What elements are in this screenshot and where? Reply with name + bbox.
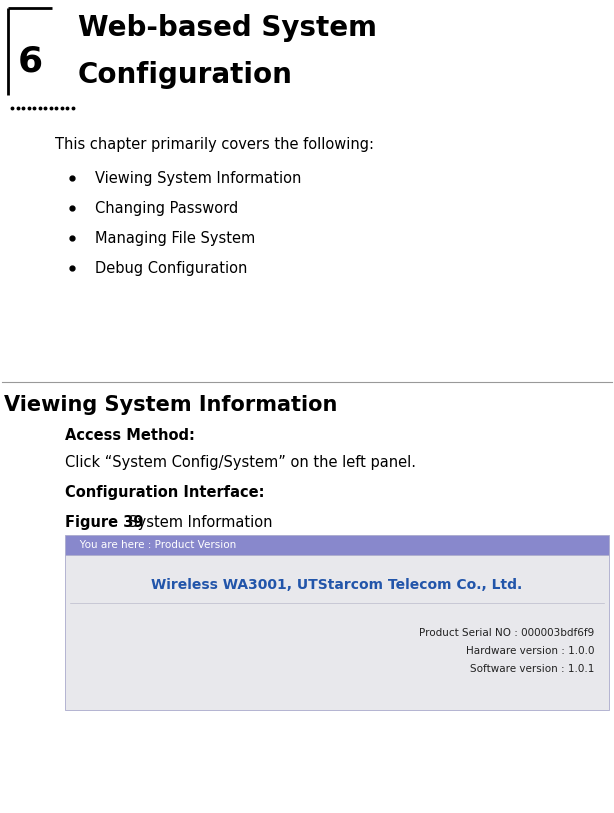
Text: System Information: System Information <box>119 515 273 529</box>
Text: Figure 39: Figure 39 <box>65 515 144 529</box>
Text: You are here : Product Version: You are here : Product Version <box>70 540 236 550</box>
Text: Product Serial NO : 000003bdf6f9: Product Serial NO : 000003bdf6f9 <box>419 628 594 638</box>
Text: Debug Configuration: Debug Configuration <box>95 260 247 276</box>
Text: Managing File System: Managing File System <box>95 231 255 246</box>
FancyBboxPatch shape <box>65 535 609 555</box>
Text: Click “System Config/System” on the left panel.: Click “System Config/System” on the left… <box>65 454 416 469</box>
Text: This chapter primarily covers the following:: This chapter primarily covers the follow… <box>55 137 374 153</box>
Text: Configuration: Configuration <box>78 61 293 89</box>
Text: Access Method:: Access Method: <box>65 428 195 442</box>
Text: 6: 6 <box>17 45 42 79</box>
Text: Configuration Interface:: Configuration Interface: <box>65 485 265 499</box>
Text: Changing Password: Changing Password <box>95 201 238 215</box>
Text: Wireless WA3001, UTStarcom Telecom Co., Ltd.: Wireless WA3001, UTStarcom Telecom Co., … <box>152 578 523 592</box>
Text: Web-based System: Web-based System <box>78 14 377 42</box>
FancyBboxPatch shape <box>65 555 609 710</box>
Text: Viewing System Information: Viewing System Information <box>4 395 337 415</box>
Text: Software version : 1.0.1: Software version : 1.0.1 <box>470 664 594 674</box>
Text: Viewing System Information: Viewing System Information <box>95 171 301 185</box>
Text: Hardware version : 1.0.0: Hardware version : 1.0.0 <box>465 646 594 656</box>
